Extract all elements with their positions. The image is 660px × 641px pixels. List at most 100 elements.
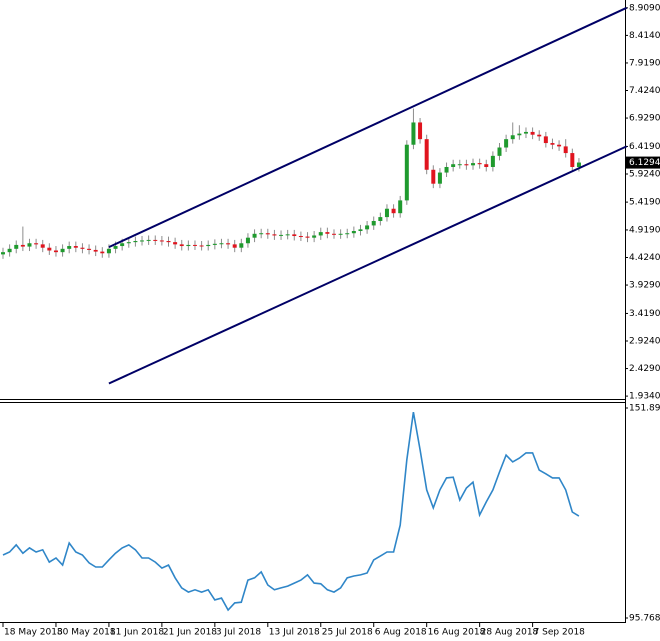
candle-body bbox=[106, 248, 111, 254]
candle-body bbox=[179, 244, 184, 247]
candle-body bbox=[576, 162, 581, 167]
candle-body bbox=[60, 248, 65, 253]
candle-body bbox=[537, 134, 542, 137]
candle-body bbox=[523, 131, 528, 134]
candle-body bbox=[272, 234, 277, 236]
y-tick-label: 8.9090 bbox=[629, 3, 660, 13]
y-tick-label: 151.8918 bbox=[629, 404, 660, 414]
candle-body bbox=[404, 144, 409, 201]
candle-body bbox=[7, 248, 12, 253]
candle-body bbox=[159, 240, 164, 242]
candle-body bbox=[504, 139, 509, 148]
candle-body bbox=[120, 243, 125, 247]
candle-body bbox=[252, 233, 257, 238]
candle-body bbox=[186, 244, 191, 247]
candle-body bbox=[517, 133, 522, 136]
candle-body bbox=[550, 143, 555, 145]
candle-body bbox=[146, 239, 151, 241]
candle-body bbox=[418, 122, 423, 140]
candle-body bbox=[437, 172, 442, 184]
x-tick-label: 21 Jun 2018 bbox=[163, 628, 217, 638]
candle-body bbox=[140, 240, 145, 242]
trend-line bbox=[108, 6, 628, 249]
y-tick-label: 8.4140 bbox=[629, 31, 660, 41]
candle-body bbox=[497, 147, 502, 156]
candle-body bbox=[312, 235, 317, 238]
candle-body bbox=[464, 164, 469, 166]
candle-body bbox=[338, 233, 343, 235]
candle-body bbox=[391, 208, 396, 214]
x-tick-label: 6 Aug 2018 bbox=[375, 628, 427, 638]
candle-body bbox=[212, 243, 217, 245]
candle-body bbox=[345, 233, 350, 235]
candle-body bbox=[563, 146, 568, 154]
y-tick-label: 5.4190 bbox=[629, 198, 660, 208]
candle-body bbox=[219, 243, 224, 245]
x-tick-label: 30 May 2018 bbox=[57, 628, 116, 638]
candle-body bbox=[557, 144, 562, 147]
candle-body bbox=[73, 246, 78, 248]
indicator-line bbox=[2, 411, 580, 612]
candle-body bbox=[192, 244, 197, 246]
candle-body bbox=[279, 234, 284, 236]
candle-body bbox=[27, 243, 32, 247]
candle-body bbox=[424, 139, 429, 170]
candle-body bbox=[457, 164, 462, 166]
candle-body bbox=[431, 169, 436, 184]
candle-body bbox=[484, 164, 489, 167]
x-tick-label: 16 Aug 2018 bbox=[428, 628, 486, 638]
candle-body bbox=[153, 239, 158, 241]
candle-body bbox=[53, 250, 58, 253]
candle-body bbox=[87, 248, 92, 250]
candle-body bbox=[570, 153, 575, 167]
last-price-label: 6.1294 bbox=[629, 158, 660, 168]
y-tick-label: 2.9240 bbox=[629, 336, 660, 346]
y-tick-label: 7.4240 bbox=[629, 86, 660, 96]
y-tick-label: 5.9240 bbox=[629, 170, 660, 180]
y-tick-label: 1.9340 bbox=[629, 392, 660, 402]
candle-body bbox=[378, 217, 383, 221]
candle-body bbox=[14, 244, 19, 249]
y-tick-label: 6.9290 bbox=[629, 114, 660, 124]
candle-body bbox=[318, 232, 323, 236]
candle-body bbox=[265, 233, 270, 235]
candle-body bbox=[305, 236, 310, 238]
candle-body bbox=[530, 131, 535, 135]
candle-body bbox=[239, 243, 244, 248]
candle-body bbox=[20, 244, 25, 247]
candle-body bbox=[166, 241, 171, 243]
candle-body bbox=[173, 242, 178, 245]
candle-body bbox=[259, 233, 264, 235]
candle-body bbox=[332, 233, 336, 235]
candle-body bbox=[384, 208, 389, 218]
candle-body bbox=[351, 231, 356, 234]
candle-body bbox=[113, 246, 118, 249]
candle-body bbox=[80, 247, 85, 249]
candle-body bbox=[398, 200, 403, 214]
candle-body bbox=[298, 236, 303, 238]
candle-body bbox=[93, 249, 98, 252]
x-tick-label: 11 Jun 2018 bbox=[110, 628, 164, 638]
candle-body bbox=[199, 245, 204, 247]
candle-body bbox=[371, 220, 376, 226]
y-tick-label: 7.9190 bbox=[629, 58, 660, 68]
y-tick-label: 3.9290 bbox=[629, 281, 660, 291]
candle-body bbox=[1, 252, 5, 255]
x-tick-label: 7 Sep 2018 bbox=[534, 628, 586, 638]
candle-body bbox=[292, 234, 297, 237]
candle-body bbox=[285, 234, 290, 236]
y-tick-label: 4.4240 bbox=[629, 253, 660, 263]
last-price-box bbox=[626, 156, 660, 169]
x-tick-label: 13 Jul 2018 bbox=[269, 628, 320, 638]
x-tick-label: 28 Aug 2018 bbox=[481, 628, 539, 638]
candle-body bbox=[133, 241, 138, 243]
candle-body bbox=[451, 164, 456, 167]
x-tick-label: 18 May 2018 bbox=[4, 628, 63, 638]
candle-body bbox=[477, 163, 482, 165]
candle-body bbox=[490, 155, 495, 167]
candle-body bbox=[510, 135, 515, 140]
candle-body bbox=[126, 242, 131, 244]
